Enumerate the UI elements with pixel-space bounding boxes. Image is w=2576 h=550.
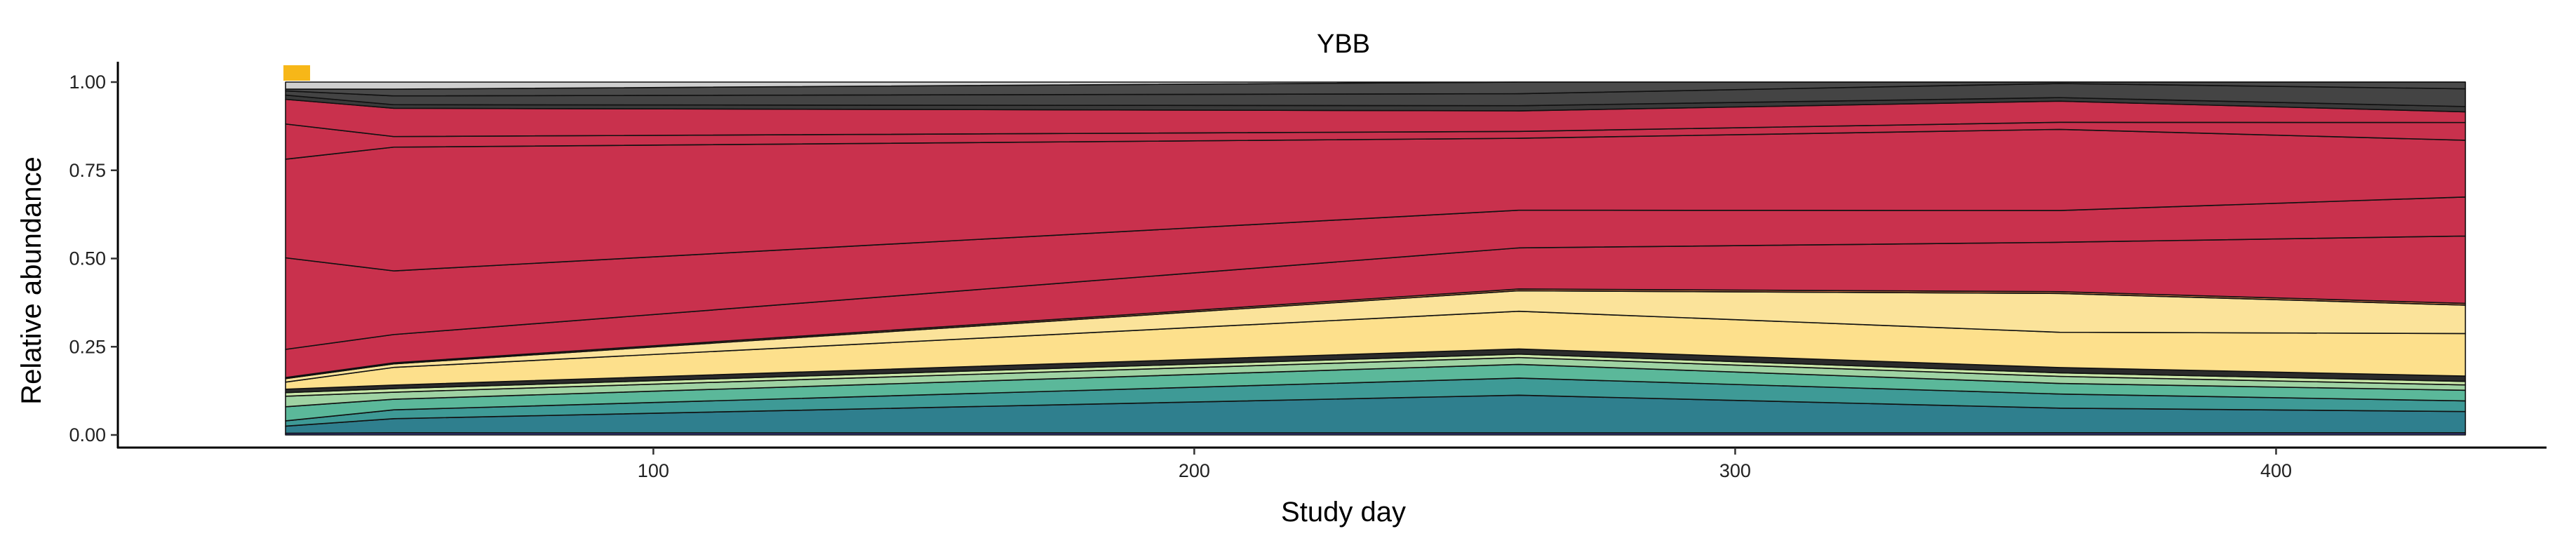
y-tick-label: 0.75 [69,160,106,181]
sample-marker [283,65,311,81]
axes: 100 200 300 400 0.00 0.25 0.50 0.75 1.00 [69,62,2547,481]
x-tick-label: 300 [1719,460,1751,481]
x-axis-label: Study day [1281,497,1406,528]
x-tick-label: 400 [2260,460,2292,481]
y-tick-label: 0.50 [69,248,106,269]
area-layers [283,65,2467,436]
y-axis-label: Relative abundance [16,156,47,405]
y-tick-label: 0.00 [69,424,106,445]
y-tick-label: 1.00 [69,72,106,93]
area-series-18 [285,81,2467,90]
chart-title: YBB [1317,29,1370,59]
x-tick-label: 100 [638,460,669,481]
y-tick-label: 0.25 [69,336,106,357]
x-tick-label: 200 [1179,460,1210,481]
